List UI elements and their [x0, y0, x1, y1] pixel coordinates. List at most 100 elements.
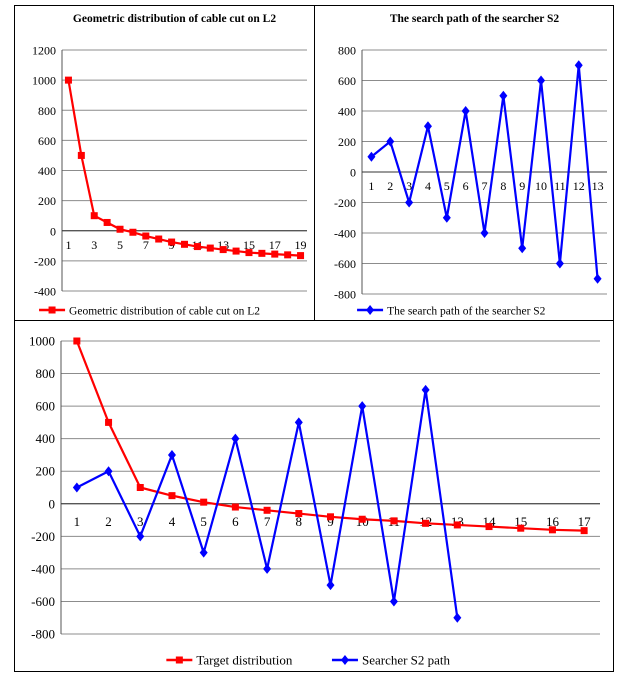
y-tick-label: 800: [338, 44, 356, 58]
data-point: [453, 612, 462, 623]
data-point: [358, 515, 366, 523]
y-tick-label: 600: [36, 399, 56, 414]
data-point: [461, 106, 470, 116]
y-tick-label: 0: [350, 166, 356, 180]
y-tick-label: -200: [34, 254, 56, 268]
data-point: [181, 240, 188, 248]
y-tick-label: 200: [38, 194, 56, 208]
x-tick-label: 3: [406, 179, 412, 193]
data-point: [73, 337, 81, 345]
chart-geometric-distribution: Geometric distribution of cable cut on L…: [32, 13, 307, 318]
y-tick-label: 400: [36, 431, 56, 446]
x-tick-label: 10: [535, 179, 547, 193]
legend-marker: [48, 306, 56, 314]
data-point: [271, 250, 279, 258]
data-point: [155, 235, 163, 243]
data-point: [537, 75, 546, 86]
x-tick-label: 5: [200, 514, 207, 529]
data-point: [555, 258, 564, 269]
x-tick-label: 8: [296, 514, 303, 529]
data-point: [136, 484, 144, 491]
data-point: [390, 517, 398, 525]
x-tick-label: 4: [425, 179, 431, 193]
data-point: [199, 547, 208, 558]
y-tick-label: 1000: [32, 74, 56, 88]
y-tick-label: 200: [338, 135, 356, 149]
chart-title: The search path of the searcher S2: [390, 13, 560, 25]
chart-title: Geometric distribution of cable cut on L…: [73, 13, 276, 25]
x-tick-label: 5: [117, 238, 123, 252]
data-point: [294, 417, 303, 428]
data-point: [168, 238, 176, 246]
data-point: [327, 513, 334, 521]
data-point: [72, 482, 81, 493]
x-tick-label: 1: [74, 514, 81, 529]
data-point: [367, 151, 376, 162]
data-point: [245, 249, 253, 257]
y-tick-label: -400: [31, 561, 55, 576]
data-point: [263, 506, 271, 514]
data-point: [389, 596, 398, 607]
data-point: [518, 243, 527, 254]
y-tick-label: 800: [36, 366, 56, 381]
chart-panel-top-left: Geometric distribution of cable cut on L…: [14, 5, 315, 321]
chart-panel-bottom: -800 -600 -400 -200 0 200 400 600 800 1000 1 2 3 4 5 6 7…: [14, 320, 614, 672]
chart-searcher-path: The search path of the searcher S2 -800 -6…: [334, 13, 607, 318]
y-tick-label: -800: [334, 288, 356, 302]
data-point: [580, 527, 588, 535]
y-tick-label: -800: [31, 627, 55, 642]
x-tick-label: 9: [519, 179, 525, 193]
data-point: [219, 246, 227, 254]
y-tick-label: 0: [49, 496, 56, 511]
data-point: [90, 212, 98, 220]
legend-marker: [366, 305, 375, 315]
data-point: [548, 526, 556, 534]
legend-marker: [175, 656, 183, 664]
y-tick-label: -600: [31, 594, 55, 609]
y-tick-label: -200: [31, 529, 55, 544]
x-tick-label: 7: [264, 514, 271, 529]
data-point: [453, 521, 461, 529]
chart-combined: -800 -600 -400 -200 0 200 400 600 800 1000 1 2 3 4 5 6 7…: [29, 334, 600, 668]
y-tick-label: 1000: [29, 334, 55, 349]
data-point: [168, 492, 176, 500]
chart-panel-top-right: The search path of the searcher S2 -800 -6…: [314, 5, 614, 321]
data-point: [136, 531, 145, 542]
data-point: [142, 232, 150, 240]
x-tick-label: 9: [327, 514, 334, 529]
data-point: [258, 249, 266, 257]
data-point: [263, 563, 272, 574]
data-point: [422, 519, 430, 527]
x-tick-label: 16: [546, 514, 560, 529]
x-tick-label: 3: [91, 238, 97, 252]
data-point: [116, 225, 124, 233]
data-point: [423, 121, 432, 132]
y-tick-label: 800: [38, 104, 56, 118]
legend-label: The search path of the searcher S2: [387, 306, 546, 318]
x-tick-label: 12: [573, 179, 585, 193]
legend-label: Target distribution: [196, 653, 292, 668]
series-line: [67, 79, 301, 257]
data-point: [64, 76, 72, 84]
x-tick-label: 13: [592, 179, 604, 193]
x-tick-label: 19: [295, 238, 307, 252]
data-point: [284, 251, 292, 259]
data-point: [574, 60, 583, 71]
x-tick-label: 7: [143, 238, 149, 252]
x-tick-label: 1: [65, 238, 71, 252]
x-tick-label: 6: [463, 179, 469, 193]
data-point: [193, 243, 201, 251]
data-point: [480, 228, 489, 238]
legend-label: Geometric distribution of cable cut on L…: [69, 306, 260, 318]
data-point: [499, 90, 508, 101]
x-tick-label: 8: [500, 179, 506, 193]
data-point: [232, 247, 240, 255]
y-tick-label: 200: [36, 464, 56, 479]
x-tick-label: 17: [578, 514, 592, 529]
x-tick-label: 2: [105, 514, 112, 529]
y-tick-label: -400: [334, 227, 356, 241]
data-point: [104, 466, 113, 477]
data-point: [421, 384, 430, 395]
data-point: [442, 212, 451, 223]
y-tick-label: 400: [338, 105, 356, 119]
